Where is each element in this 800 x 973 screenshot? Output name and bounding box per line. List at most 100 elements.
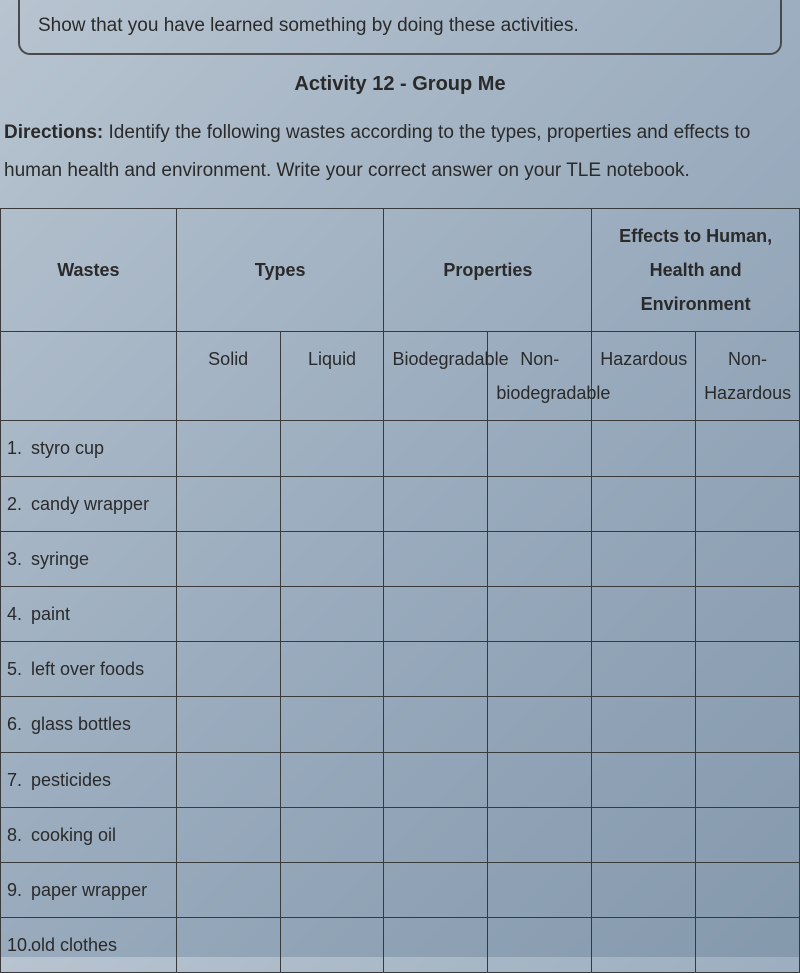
answer-cell <box>696 642 800 697</box>
subheader-biodegradable: Biodegradable <box>384 332 488 421</box>
table-body: 1.styro cup2.candy wrapper3.syringe4.pai… <box>1 421 800 973</box>
answer-cell <box>280 752 384 807</box>
answer-cell <box>696 918 800 973</box>
header-effects: Effects to Human, Health and Environment <box>592 208 800 332</box>
answer-cell <box>592 752 696 807</box>
answer-cell <box>280 918 384 973</box>
directions-label: Directions: <box>4 122 103 143</box>
answer-cell <box>280 862 384 917</box>
waste-number: 7. <box>7 763 31 797</box>
answer-cell <box>280 697 384 752</box>
answer-cell <box>280 807 384 862</box>
answer-cell <box>384 862 488 917</box>
answer-cell <box>176 421 280 476</box>
waste-number: 6. <box>7 707 31 741</box>
answer-cell <box>384 421 488 476</box>
waste-name-cell: 8.cooking oil <box>1 807 177 862</box>
table-row: 8.cooking oil <box>1 807 800 862</box>
answer-cell <box>384 918 488 973</box>
answer-cell <box>488 531 592 586</box>
subheader-liquid: Liquid <box>280 332 384 421</box>
waste-number: 9. <box>7 873 31 907</box>
answer-cell <box>488 421 592 476</box>
waste-label: pesticides <box>31 770 111 790</box>
answer-cell <box>592 476 696 531</box>
answer-cell <box>176 752 280 807</box>
table-row: 9.paper wrapper <box>1 862 800 917</box>
header-properties: Properties <box>384 208 592 332</box>
answer-cell <box>280 476 384 531</box>
waste-number: 4. <box>7 597 31 631</box>
waste-label: glass bottles <box>31 714 131 734</box>
table-row: 7.pesticides <box>1 752 800 807</box>
table-row: 10.old clothes <box>1 918 800 973</box>
directions-block: Directions: Identify the following waste… <box>4 114 796 190</box>
waste-label: left over foods <box>31 659 144 679</box>
waste-number: 1. <box>7 431 31 465</box>
waste-label: cooking oil <box>31 825 116 845</box>
activity-title: Activity 12 - Group Me <box>0 73 800 96</box>
waste-name-cell: 6.glass bottles <box>1 697 177 752</box>
waste-name-cell: 2.candy wrapper <box>1 476 177 531</box>
answer-cell <box>488 476 592 531</box>
answer-cell <box>696 752 800 807</box>
waste-number: 3. <box>7 542 31 576</box>
waste-label: paper wrapper <box>31 880 147 900</box>
wastes-table: Wastes Types Properties Effects to Human… <box>0 208 800 973</box>
waste-label: candy wrapper <box>31 494 149 514</box>
answer-cell <box>696 587 800 642</box>
waste-name-cell: 10.old clothes <box>1 918 177 973</box>
answer-cell <box>280 642 384 697</box>
instruction-box: Show that you have learned something by … <box>18 0 782 55</box>
directions-text: Identify the following wastes according … <box>4 122 750 181</box>
waste-number: 8. <box>7 818 31 852</box>
answer-cell <box>488 918 592 973</box>
header-types: Types <box>176 208 384 332</box>
answer-cell <box>176 476 280 531</box>
answer-cell <box>696 697 800 752</box>
answer-cell <box>696 807 800 862</box>
answer-cell <box>280 421 384 476</box>
table-row: 5.left over foods <box>1 642 800 697</box>
waste-number: 10. <box>7 928 31 962</box>
waste-label: old clothes <box>31 935 117 955</box>
answer-cell <box>488 642 592 697</box>
answer-cell <box>592 918 696 973</box>
answer-cell <box>176 697 280 752</box>
answer-cell <box>384 807 488 862</box>
answer-cell <box>384 531 488 586</box>
waste-name-cell: 4.paint <box>1 587 177 642</box>
subheader-hazardous: Hazardous <box>592 332 696 421</box>
subheader-solid: Solid <box>176 332 280 421</box>
waste-name-cell: 3.syringe <box>1 531 177 586</box>
waste-number: 2. <box>7 487 31 521</box>
answer-cell <box>592 697 696 752</box>
answer-cell <box>384 752 488 807</box>
answer-cell <box>176 807 280 862</box>
waste-label: paint <box>31 604 70 624</box>
answer-cell <box>488 752 592 807</box>
answer-cell <box>592 531 696 586</box>
answer-cell <box>176 587 280 642</box>
table-row: 4.paint <box>1 587 800 642</box>
answer-cell <box>384 697 488 752</box>
answer-cell <box>384 587 488 642</box>
answer-cell <box>176 642 280 697</box>
answer-cell <box>488 807 592 862</box>
answer-cell <box>176 918 280 973</box>
answer-cell <box>592 862 696 917</box>
answer-cell <box>384 476 488 531</box>
waste-number: 5. <box>7 652 31 686</box>
answer-cell <box>696 476 800 531</box>
waste-label: styro cup <box>31 438 104 458</box>
waste-name-cell: 1.styro cup <box>1 421 177 476</box>
instruction-text: Show that you have learned something by … <box>38 15 579 36</box>
answer-cell <box>696 531 800 586</box>
answer-cell <box>176 862 280 917</box>
waste-name-cell: 7.pesticides <box>1 752 177 807</box>
answer-cell <box>696 862 800 917</box>
answer-cell <box>592 807 696 862</box>
table-row: 1.styro cup <box>1 421 800 476</box>
subheader-blank <box>1 332 177 421</box>
table-row: 6.glass bottles <box>1 697 800 752</box>
